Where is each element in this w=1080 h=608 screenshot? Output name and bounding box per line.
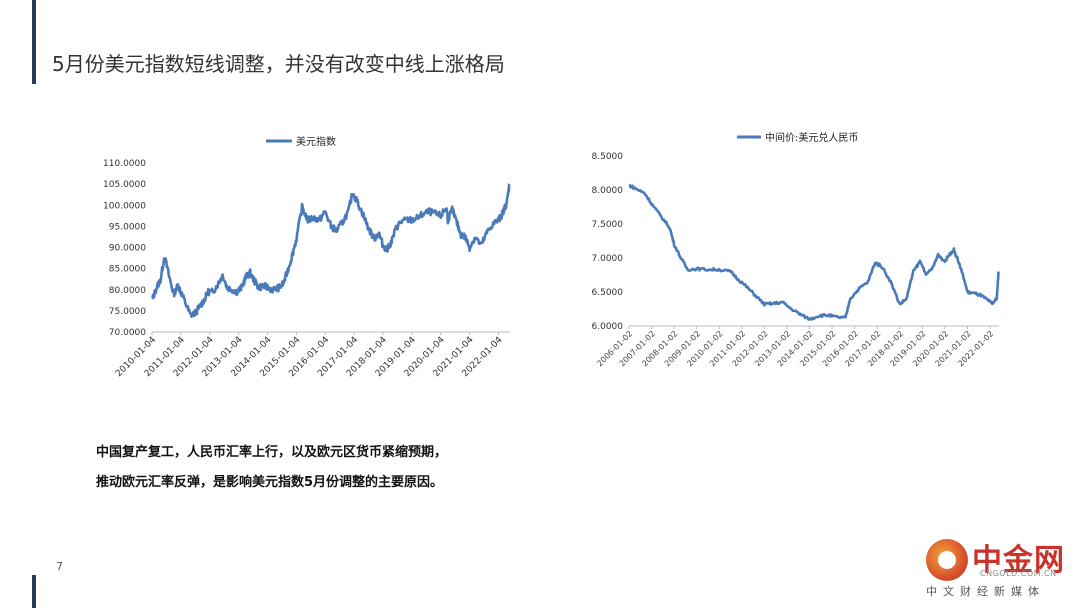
logo-name: 中金网: [972, 543, 1065, 578]
chart1-legend: 美元指数: [266, 135, 336, 148]
slide-title: 5月份美元指数短线调整，并没有改变中线上涨格局: [52, 52, 505, 76]
chart1-y-tick-label: 105.0000: [103, 180, 146, 190]
logo-tagline: 中文财经新媒体: [926, 585, 1045, 598]
chart2-legend-label: 中间价:美元兑人民币: [765, 131, 858, 144]
body-line-2: 推动欧元汇率反弹，是影响美元指数5月份调整的主要原因。: [96, 475, 444, 490]
chart1-legend-label: 美元指数: [296, 135, 336, 148]
chart1-y-tick-label: 95.0000: [109, 222, 146, 232]
body-line-1: 中国复产复工，人民币汇率上行，以及欧元区货币紧缩预期，: [96, 445, 448, 460]
chart2-y-tick-label: 6.5000: [592, 288, 624, 298]
dollar-index-chart: 美元指数 70.0000 75.0000 80.0000 85.0000 90.0000…: [103, 135, 511, 379]
chart1-y-tick-label: 80.0000: [109, 286, 146, 296]
logo-domain: CNGOLD.COM.CN: [980, 569, 1057, 578]
logo-mark-icon: [926, 539, 968, 581]
page-number: 7: [56, 560, 63, 573]
chart2-y-tick-label: 7.0000: [592, 254, 624, 264]
body-text: 中国复产复工，人民币汇率上行，以及欧元区货币紧缩预期， 推动欧元汇率反弹，是影响…: [96, 438, 576, 498]
chart1-y-tick-label: 70.0000: [109, 328, 146, 338]
chart1-y-tick-label: 90.0000: [109, 244, 146, 254]
chart2-legend: 中间价:美元兑人民币: [737, 131, 858, 144]
chart2-y-tick-label: 7.5000: [592, 220, 624, 230]
title-accent-bar: [32, 0, 36, 84]
footer-accent-bar: [32, 575, 36, 608]
chart1-y-tick-label: 75.0000: [109, 307, 146, 317]
chart2-y-tick-label: 8.0000: [592, 186, 624, 196]
chart2-y-tick-label: 6.0000: [592, 322, 624, 332]
chart1-y-tick-label: 110.0000: [103, 159, 146, 169]
cngold-logo: 中金网 CNGOLD.COM.CN 中文财经新媒体: [922, 535, 1072, 605]
chart2-series-line: [628, 183, 1000, 321]
chart1-y-tick-label: 100.0000: [103, 201, 146, 211]
usdcny-midpoint-chart: 中间价:美元兑人民币 6.0000 6.5000 7.0000 7.5000 8.000…: [592, 131, 1000, 368]
chart2-y-tick-label: 8.5000: [592, 152, 624, 162]
chart1-series-line: [151, 183, 511, 318]
chart1-y-tick-label: 85.0000: [109, 265, 146, 275]
